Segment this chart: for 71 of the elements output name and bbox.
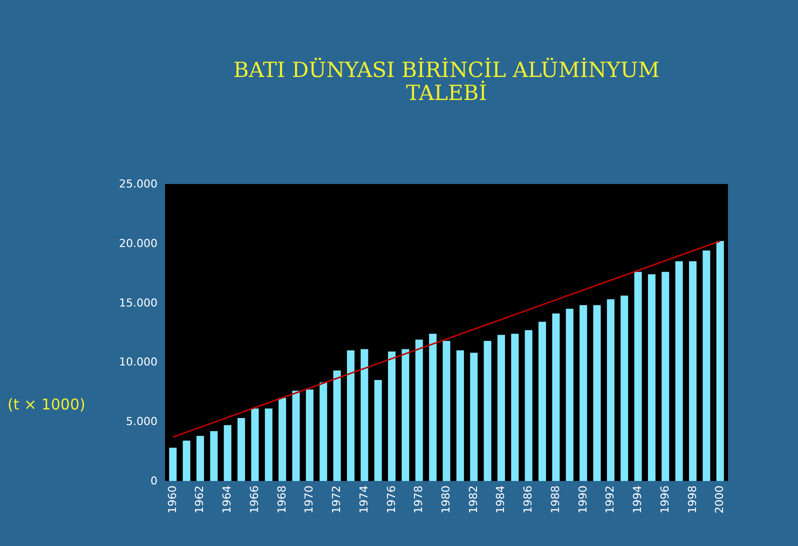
x-tick-label: 1972 — [330, 486, 344, 514]
x-tick-label: 1982 — [466, 486, 480, 514]
x-tick-label: 1998 — [686, 486, 699, 514]
bar — [442, 340, 450, 481]
y-axis-title: (t × 1000) — [8, 396, 86, 414]
x-tick-label: 1962 — [193, 486, 206, 514]
y-tick-label: 15.000 — [119, 296, 158, 310]
x-tick-label: 1990 — [576, 486, 590, 514]
x-tick-label: 1968 — [275, 486, 288, 514]
x-tick-label: 1986 — [522, 486, 535, 514]
y-tick-label: 20.000 — [119, 236, 158, 250]
y-tick-label: 0 — [150, 474, 158, 488]
bar — [333, 370, 341, 481]
bar — [552, 313, 560, 481]
bar — [415, 340, 423, 481]
bar — [320, 382, 328, 481]
x-tick-label: 1988 — [548, 486, 562, 514]
x-tick-label: 2000 — [713, 486, 726, 514]
bar — [580, 305, 588, 481]
bar — [264, 408, 272, 481]
bar — [429, 334, 437, 481]
bar — [538, 322, 546, 481]
bar — [606, 299, 614, 481]
bar — [716, 241, 724, 481]
text: BATI DÜNYASI BİRİNCİL ALÜMİNYUM — [233, 58, 660, 82]
x-tick-label: 1960 — [166, 486, 179, 514]
x-tick-label: 1996 — [658, 486, 672, 514]
bar — [278, 398, 286, 481]
bar — [566, 308, 574, 481]
bar — [402, 349, 410, 481]
bar — [484, 340, 492, 481]
bar — [306, 390, 314, 481]
bar — [210, 431, 218, 481]
bar — [511, 334, 519, 481]
bar — [620, 296, 628, 481]
bar — [238, 418, 246, 481]
x-tick-label: 1970 — [302, 486, 316, 514]
x-tick-label: 1984 — [494, 486, 508, 514]
bar — [634, 272, 642, 481]
x-tick-label: 1978 — [412, 486, 426, 514]
bar — [662, 272, 670, 481]
x-tick-label: 1976 — [384, 486, 398, 514]
bar — [224, 425, 232, 481]
y-tick-label: 5.000 — [126, 415, 158, 428]
bar — [702, 250, 710, 481]
bar — [196, 436, 204, 481]
text: TALEBİ — [406, 81, 488, 105]
bar — [470, 352, 478, 481]
x-tick-label: 1966 — [248, 486, 261, 514]
bar — [648, 274, 656, 481]
bar — [251, 408, 259, 481]
x-tick-label: 1992 — [604, 486, 617, 514]
bar — [360, 349, 368, 481]
bar — [346, 350, 354, 481]
bar — [182, 440, 190, 481]
bar — [593, 305, 601, 481]
y-tick-label: 25.000 — [119, 178, 158, 190]
bar — [497, 334, 505, 481]
x-tick-label: 1980 — [440, 486, 452, 514]
bar — [388, 352, 396, 481]
bar — [689, 261, 697, 481]
bar — [456, 350, 464, 481]
x-tick-label: 1974 — [357, 486, 370, 514]
y-tick-label: 10.000 — [119, 356, 158, 369]
x-tick-label: 1964 — [220, 486, 234, 514]
bar — [169, 448, 177, 481]
bar — [675, 261, 683, 481]
bar — [292, 390, 300, 481]
bar — [524, 330, 532, 481]
bar — [374, 380, 382, 481]
x-tick-label: 1994 — [631, 486, 644, 514]
